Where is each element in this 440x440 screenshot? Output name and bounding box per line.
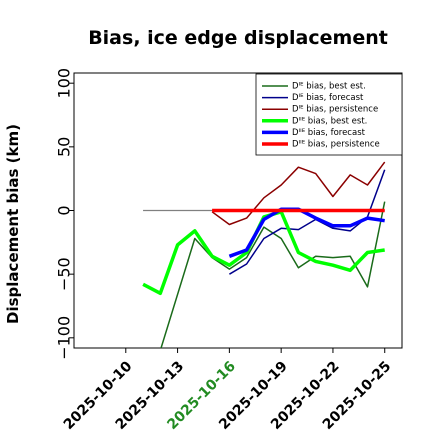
legend-label: Dᴵᴱ bias, forecast (292, 93, 364, 103)
legend-label: Dᴵᴵᴱ bias, forecast (292, 128, 366, 138)
legend-label: Dᴵᴵᴱ bias, best est. (292, 116, 367, 126)
y-axis: −100 −50 0 50 100 (55, 68, 74, 360)
series-line-2 (229, 169, 386, 275)
legend: Dᴵᴱ bias, best est.Dᴵᴱ bias, forecast Dᴵᴱ… (255, 73, 403, 156)
y-tick-label: 0 (55, 205, 74, 215)
plot-area (73, 72, 403, 349)
series-line-4 (142, 210, 385, 296)
series-line-5 (228, 207, 385, 258)
y-tick-label: 100 (55, 68, 74, 99)
legend-label: Dᴵᴱ bias, persistence (292, 105, 378, 115)
y-tick-label: 50 (55, 137, 74, 157)
series-layer (142, 161, 386, 348)
legend-label: Dᴵᴱ bias, best est. (292, 82, 366, 92)
x-axis: 2025-10-102025-10-132025-10-162025-10-19… (61, 348, 394, 433)
y-tick-label: −50 (55, 257, 74, 291)
chart-title: Bias, ice edge displacement (88, 27, 388, 49)
legend-box (255, 73, 403, 156)
y-axis-label: Displacement bias (km) (4, 124, 22, 324)
series-line-3 (211, 161, 386, 226)
legend-label: Dᴵᴵᴱ bias, persistence (292, 140, 380, 150)
y-tick-label: −100 (55, 316, 74, 360)
